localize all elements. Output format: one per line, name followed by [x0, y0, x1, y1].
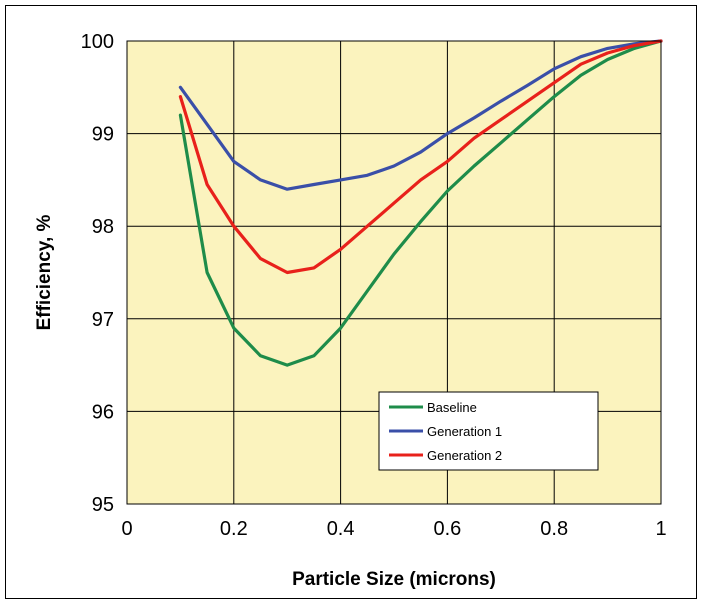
series-line-generation-1 — [178, 39, 663, 191]
series-line-baseline — [178, 39, 663, 367]
y-axis-title: Efficiency, % — [34, 215, 55, 331]
x-tick-label: 0 — [121, 518, 132, 540]
x-tick-labels: 0 0.2 0.4 0.6 0.8 1 — [121, 518, 666, 540]
series-line-generation-2 — [178, 39, 663, 275]
gridlines — [126, 40, 662, 505]
x-tick-label: 0.6 — [433, 518, 461, 540]
series-lines — [178, 39, 663, 367]
plot-border — [126, 40, 662, 505]
legend-label: Baseline — [427, 400, 477, 415]
y-tick-label: 100 — [81, 31, 114, 53]
legend: Baseline Generation 1 Generation 2 — [378, 391, 599, 471]
y-tick-label: 99 — [92, 124, 114, 146]
legend-label: Generation 1 — [427, 424, 502, 439]
y-tick-label: 97 — [92, 309, 114, 331]
y-tick-label: 98 — [92, 216, 114, 238]
x-tick-label: 0.4 — [327, 518, 355, 540]
x-tick-label: 0.8 — [540, 518, 568, 540]
y-tick-label: 96 — [92, 401, 114, 423]
line-chart: 0 0.2 0.4 0.6 0.8 1 95 96 97 98 99 100 Particle Si… — [34, 31, 667, 590]
legend-label: Generation 2 — [427, 448, 502, 463]
chart-frame: 0 0.2 0.4 0.6 0.8 1 95 96 97 98 99 100 Particle Si… — [5, 5, 697, 599]
x-tick-label: 0.2 — [220, 518, 248, 540]
x-axis-title: Particle Size (microns) — [292, 569, 496, 590]
y-tick-label: 95 — [92, 494, 114, 516]
y-tick-labels: 95 96 97 98 99 100 — [81, 31, 114, 516]
x-tick-label: 1 — [655, 518, 666, 540]
